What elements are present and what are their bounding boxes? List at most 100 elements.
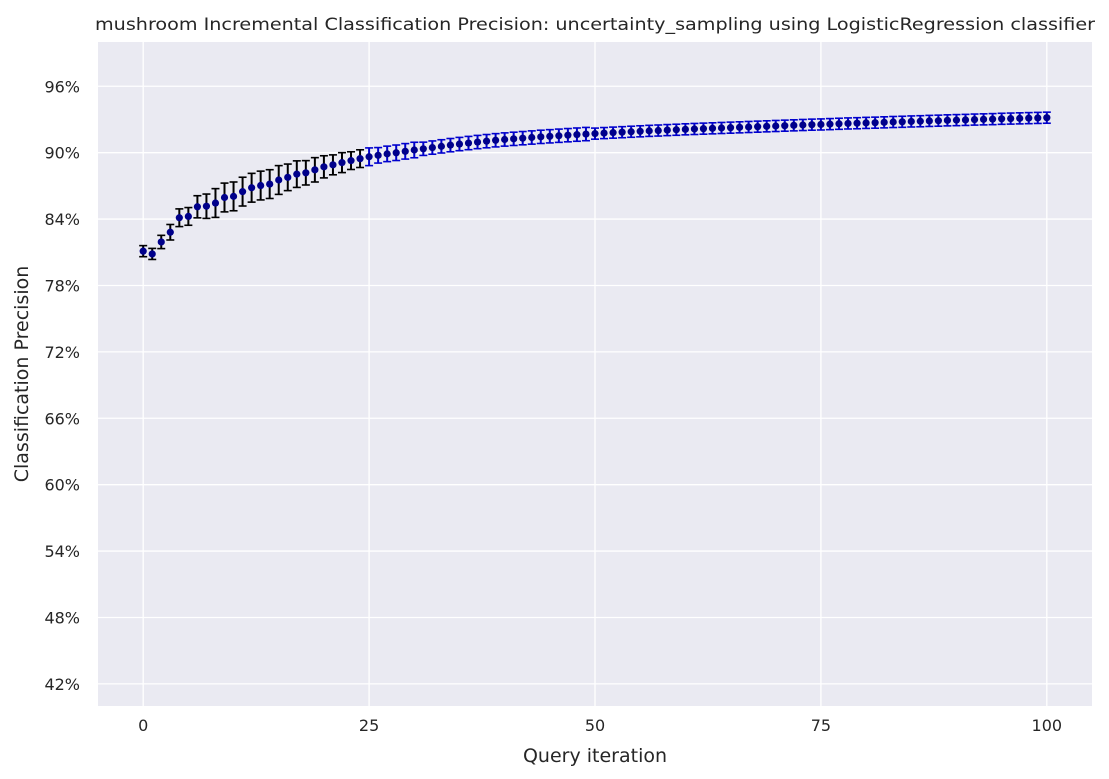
data-point: [166, 228, 174, 236]
data-point: [573, 131, 581, 139]
y-tick-label: 48%: [44, 608, 80, 627]
data-point: [708, 124, 717, 132]
data-point: [148, 250, 156, 258]
data-point: [735, 123, 744, 131]
data-point: [754, 123, 762, 131]
data-point: [537, 133, 545, 141]
data-points: [139, 114, 1051, 258]
x-tick-label: 0: [138, 716, 148, 735]
data-point: [374, 151, 382, 159]
data-point: [546, 132, 554, 140]
x-tick-label: 100: [1032, 716, 1063, 735]
data-point: [392, 149, 400, 157]
data-point: [943, 116, 952, 124]
data-point: [871, 119, 879, 127]
x-axis-label: Query iteration: [523, 745, 667, 767]
data-point: [817, 120, 825, 129]
data-point: [157, 238, 165, 246]
data-point: [519, 134, 527, 142]
data-point: [257, 181, 265, 190]
data-point: [835, 120, 843, 128]
y-tick-label: 54%: [44, 542, 80, 561]
data-point: [645, 127, 653, 135]
data-point: [681, 125, 689, 133]
data-point: [266, 180, 274, 188]
chart-title: mushroom Incremental Classification Prec…: [95, 15, 1095, 35]
data-point: [952, 116, 961, 124]
data-point: [582, 130, 590, 138]
data-point: [329, 161, 337, 169]
data-point: [1025, 114, 1033, 122]
data-point: [437, 142, 445, 150]
data-point: [880, 118, 888, 126]
data-point: [609, 129, 617, 137]
data-point: [989, 115, 997, 123]
data-point: [699, 125, 708, 133]
y-tick-label: 42%: [44, 675, 80, 694]
data-point: [528, 133, 536, 142]
data-point: [654, 126, 662, 135]
data-point: [726, 124, 735, 132]
data-point: [916, 117, 924, 125]
y-tick-label: 78%: [44, 276, 80, 295]
y-tick-label: 72%: [44, 343, 80, 362]
data-point: [934, 117, 942, 125]
grid: [98, 42, 1092, 706]
data-point: [446, 141, 455, 149]
data-point: [1034, 114, 1042, 122]
data-point: [347, 157, 355, 165]
data-point: [618, 128, 626, 136]
data-point: [636, 127, 644, 135]
data-point: [193, 203, 201, 211]
data-point: [1043, 114, 1051, 122]
data-point: [202, 202, 211, 210]
data-point: [175, 214, 183, 222]
y-tick-label: 84%: [44, 210, 80, 229]
data-point: [844, 119, 852, 128]
data-point: [501, 135, 509, 144]
data-point: [464, 139, 473, 147]
x-tick-label: 75: [811, 716, 831, 735]
data-point: [853, 119, 861, 127]
data-point: [799, 121, 807, 129]
y-tick-label: 60%: [44, 476, 80, 495]
data-point: [1016, 114, 1024, 122]
data-point: [356, 155, 364, 163]
data-point: [862, 119, 870, 127]
data-point: [419, 145, 427, 153]
data-point: [772, 122, 780, 130]
data-point: [898, 118, 906, 126]
data-point: [979, 115, 988, 123]
data-point: [889, 118, 897, 126]
data-point: [184, 212, 192, 221]
data-point: [1007, 114, 1015, 123]
data-point: [690, 125, 699, 133]
data-point: [410, 146, 418, 154]
data-point: [383, 150, 391, 158]
data-point: [826, 120, 834, 128]
data-point: [564, 131, 572, 139]
data-point: [745, 123, 753, 131]
data-point: [492, 136, 500, 144]
data-point: [627, 128, 635, 136]
x-tick-label: 25: [359, 716, 379, 735]
y-axis-ticks: 42% 48% 54% 60% 66% 72% 78% 84% 90% 96%: [44, 77, 80, 694]
data-point: [311, 166, 319, 174]
data-point: [248, 184, 256, 192]
y-tick-label: 90%: [44, 144, 80, 163]
data-point: [961, 116, 970, 124]
data-point: [717, 124, 726, 132]
data-point: [781, 122, 789, 130]
data-point: [220, 193, 229, 202]
data-point: [970, 115, 979, 124]
data-point: [925, 117, 933, 125]
data-point: [790, 121, 798, 129]
data-point: [284, 173, 292, 181]
data-point: [338, 159, 346, 167]
data-point: [907, 117, 915, 126]
data-point: [365, 153, 373, 161]
data-point: [455, 140, 464, 148]
data-point: [275, 176, 283, 184]
data-point: [672, 126, 680, 134]
